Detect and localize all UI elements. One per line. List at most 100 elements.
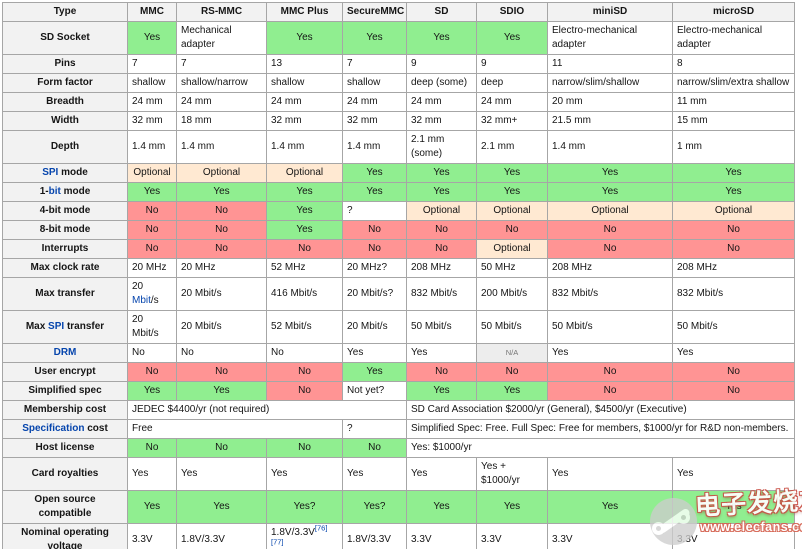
ref-76[interactable]: [76] (314, 523, 328, 533)
table-row: Membership cost JEDEC $4400/yr (not requi… (2, 400, 795, 420)
table-cell: 32 mm (266, 111, 343, 131)
table-cell: 9 (476, 54, 548, 74)
table-cell: 20 mm (547, 92, 673, 112)
table-cell: Optional (127, 163, 177, 183)
row-label: SD Socket (2, 21, 128, 55)
table-cell: 8 (672, 54, 795, 74)
table-cell: 3.3V (476, 523, 548, 549)
row-label: Simplified spec (2, 381, 128, 401)
table-cell: No (342, 438, 407, 458)
table-cell: Yes + $1000/yr (476, 457, 548, 491)
table-cell: Yes (547, 343, 673, 363)
table-cell: Yes (342, 182, 407, 202)
table-row: Depth 1.4 mm 1.4 mm 1.4 mm 1.4 mm 2.1 mm (som… (2, 130, 795, 164)
table-cell: Yes (547, 182, 673, 202)
table-cell: Optional (176, 163, 267, 183)
table-cell: No (176, 362, 267, 382)
row-label: Nominal operating voltage (2, 523, 128, 549)
table-cell: No (176, 438, 267, 458)
table-cell: 208 MHz (547, 258, 673, 278)
table-cell: 11 mm (672, 92, 795, 112)
table-cell: Yes (342, 457, 407, 491)
table-cell: Yes (127, 457, 177, 491)
table-cell: 32 mm (127, 111, 177, 131)
table-row: Nominal operating voltage 3.3V 1.8V/3.3V 1.… (2, 523, 795, 549)
table-cell: No (547, 362, 673, 382)
table-cell: 20 Mbit/s (342, 310, 407, 344)
table-cell: 24 mm (476, 92, 548, 112)
table-cell: No (672, 381, 795, 401)
table-cell: No (266, 381, 343, 401)
table-cell: Yes (266, 21, 343, 55)
link-spi[interactable]: SPI (48, 321, 65, 332)
table-cell: No (176, 239, 267, 259)
table-cell: 32 mm (406, 111, 477, 131)
table-cell: Yes (547, 457, 673, 491)
table-cell: 24 mm (266, 92, 343, 112)
link-bit[interactable]: bit (48, 186, 61, 197)
table-cell: SD Card Association $2000/yr (General), … (406, 400, 795, 420)
table-row: Simplified spec Yes Yes No Not yet? Yes Yes No N… (2, 381, 795, 401)
link-mbit[interactable]: Mbit (132, 295, 151, 306)
table-cell: No (176, 220, 267, 240)
table-cell: 1.4 mm (176, 130, 267, 164)
table-cell: 2.1 mm (476, 130, 548, 164)
table-cell: Yes (127, 490, 177, 524)
table-cell: 1.8V/3.3V[76][77] (266, 523, 343, 549)
table-cell: Optional (476, 239, 548, 259)
table-cell: Optional (476, 201, 548, 221)
table-cell: 52 Mbit/s (266, 310, 343, 344)
link-drm[interactable]: DRM (53, 347, 77, 358)
row-label: Card royalties (2, 457, 128, 491)
table-cell: 20 Mbit/s (176, 310, 267, 344)
table-row: 8-bit mode No No Yes No No No No No (2, 220, 795, 240)
table-row: 1-bit mode Yes Yes Yes Yes Yes Yes Yes Yes (2, 182, 795, 202)
table-row: Specification cost Free? Simplified Spec: … (2, 419, 795, 439)
table-cell: Optional (672, 201, 795, 221)
table-cell: No (127, 220, 177, 240)
row-label: Pins (2, 54, 128, 74)
table-cell: 11 (547, 54, 673, 74)
table-cell: 50 MHz (476, 258, 548, 278)
table-cell: 832 Mbit/s (547, 277, 673, 311)
link-specification[interactable]: Specification (22, 423, 85, 434)
table-cell: narrow/slim/shallow (547, 73, 673, 93)
header-cell-rs-mmc: RS-MMC (176, 2, 267, 22)
table-cell: 20 Mbit/s (127, 310, 177, 344)
table-row: Max transfer 20 Mbit/s 20 Mbit/s 416 Mbit/s… (2, 277, 795, 311)
table-cell: Yes (406, 343, 477, 363)
row-label: Max transfer (2, 277, 128, 311)
ref-77[interactable]: [77] (271, 537, 284, 547)
link-spi[interactable]: SPI (42, 167, 59, 178)
table-cell: No (672, 362, 795, 382)
table-cell: No (176, 201, 267, 221)
table-cell: Optional (266, 163, 343, 183)
table-cell: Yes (672, 163, 795, 183)
table-cell: 1.8V/3.3V (176, 523, 267, 549)
header-cell-securemmc: SecureMMC (342, 2, 407, 22)
table-cell: ? (342, 201, 407, 221)
table-cell: 52 MHz (266, 258, 343, 278)
table-cell: No (176, 343, 267, 363)
table-cell: No (127, 362, 177, 382)
table-cell: Yes (476, 21, 548, 55)
table-cell: Yes (406, 21, 477, 55)
row-label: Form factor (2, 73, 128, 93)
table-cell: 3.3V (127, 523, 177, 549)
table-cell: No (547, 220, 673, 240)
table-cell: 832 Mbit/s (672, 277, 795, 311)
table-cell: 20 MHz? (342, 258, 407, 278)
table-cell: No (127, 438, 177, 458)
table-cell: Free (127, 419, 343, 439)
row-label: Width (2, 111, 128, 131)
table-cell: No (266, 438, 343, 458)
table-cell: No (127, 239, 177, 259)
table-cell: 20 MHz (176, 258, 267, 278)
table-cell: 50 Mbit/s (476, 310, 548, 344)
table-cell: Yes (406, 182, 477, 202)
table-row: User encrypt No No No Yes No No No No (2, 362, 795, 382)
row-label: Breadth (2, 92, 128, 112)
table-cell: 1 mm (672, 130, 795, 164)
table-cell: 7 (342, 54, 407, 74)
